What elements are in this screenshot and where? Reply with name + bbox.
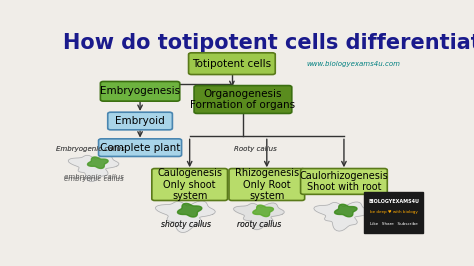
FancyBboxPatch shape (364, 192, 423, 233)
Text: Like   Share   Subscribe: Like Share Subscribe (370, 222, 418, 226)
Text: shooty callus: shooty callus (161, 219, 211, 228)
Text: BIOLOGYEXAMS4U: BIOLOGYEXAMS4U (368, 199, 419, 204)
Polygon shape (335, 204, 357, 217)
Text: Embryoid: Embryoid (115, 116, 165, 126)
Text: Embryogenic callus: Embryogenic callus (56, 146, 125, 152)
Text: Rooty callus: Rooty callus (234, 146, 276, 152)
Text: Embryogenic callus: Embryogenic callus (56, 146, 125, 152)
Text: be deep ♥ with biology: be deep ♥ with biology (370, 210, 418, 214)
Text: Caulogenesis
Only shoot
system: Caulogenesis Only shoot system (157, 168, 222, 201)
Polygon shape (177, 203, 202, 217)
Text: embryonic callus: embryonic callus (64, 174, 124, 180)
Text: Rhizogenesis
Only Root
system: Rhizogenesis Only Root system (235, 168, 299, 201)
Polygon shape (68, 155, 119, 182)
FancyBboxPatch shape (301, 169, 387, 194)
FancyBboxPatch shape (194, 86, 292, 113)
Text: How do totipotent cells differentiate?: How do totipotent cells differentiate? (63, 33, 474, 53)
FancyBboxPatch shape (100, 81, 180, 101)
FancyBboxPatch shape (108, 112, 173, 130)
Text: embryonic callus: embryonic callus (64, 176, 124, 182)
Text: Caulorhizogenesis
Shoot with root: Caulorhizogenesis Shoot with root (300, 171, 388, 192)
Text: www.biologyexams4u.com: www.biologyexams4u.com (306, 61, 400, 67)
Polygon shape (234, 203, 284, 230)
Polygon shape (88, 157, 108, 168)
FancyBboxPatch shape (229, 169, 305, 201)
Text: Rooty callus: Rooty callus (234, 146, 276, 152)
Polygon shape (314, 202, 369, 231)
Text: shooty callus: shooty callus (161, 219, 211, 228)
FancyBboxPatch shape (189, 53, 275, 74)
Text: rooty callus: rooty callus (237, 219, 282, 228)
FancyBboxPatch shape (99, 139, 182, 156)
Text: rooty callus: rooty callus (237, 219, 282, 228)
Text: Embryogenesis: Embryogenesis (100, 86, 180, 96)
Text: Complete plant: Complete plant (100, 143, 180, 153)
Text: Organogenesis
Formation of organs: Organogenesis Formation of organs (191, 89, 295, 110)
Text: Totipotent cells: Totipotent cells (192, 59, 272, 69)
Polygon shape (253, 205, 273, 217)
Polygon shape (155, 201, 215, 232)
FancyBboxPatch shape (152, 169, 228, 201)
